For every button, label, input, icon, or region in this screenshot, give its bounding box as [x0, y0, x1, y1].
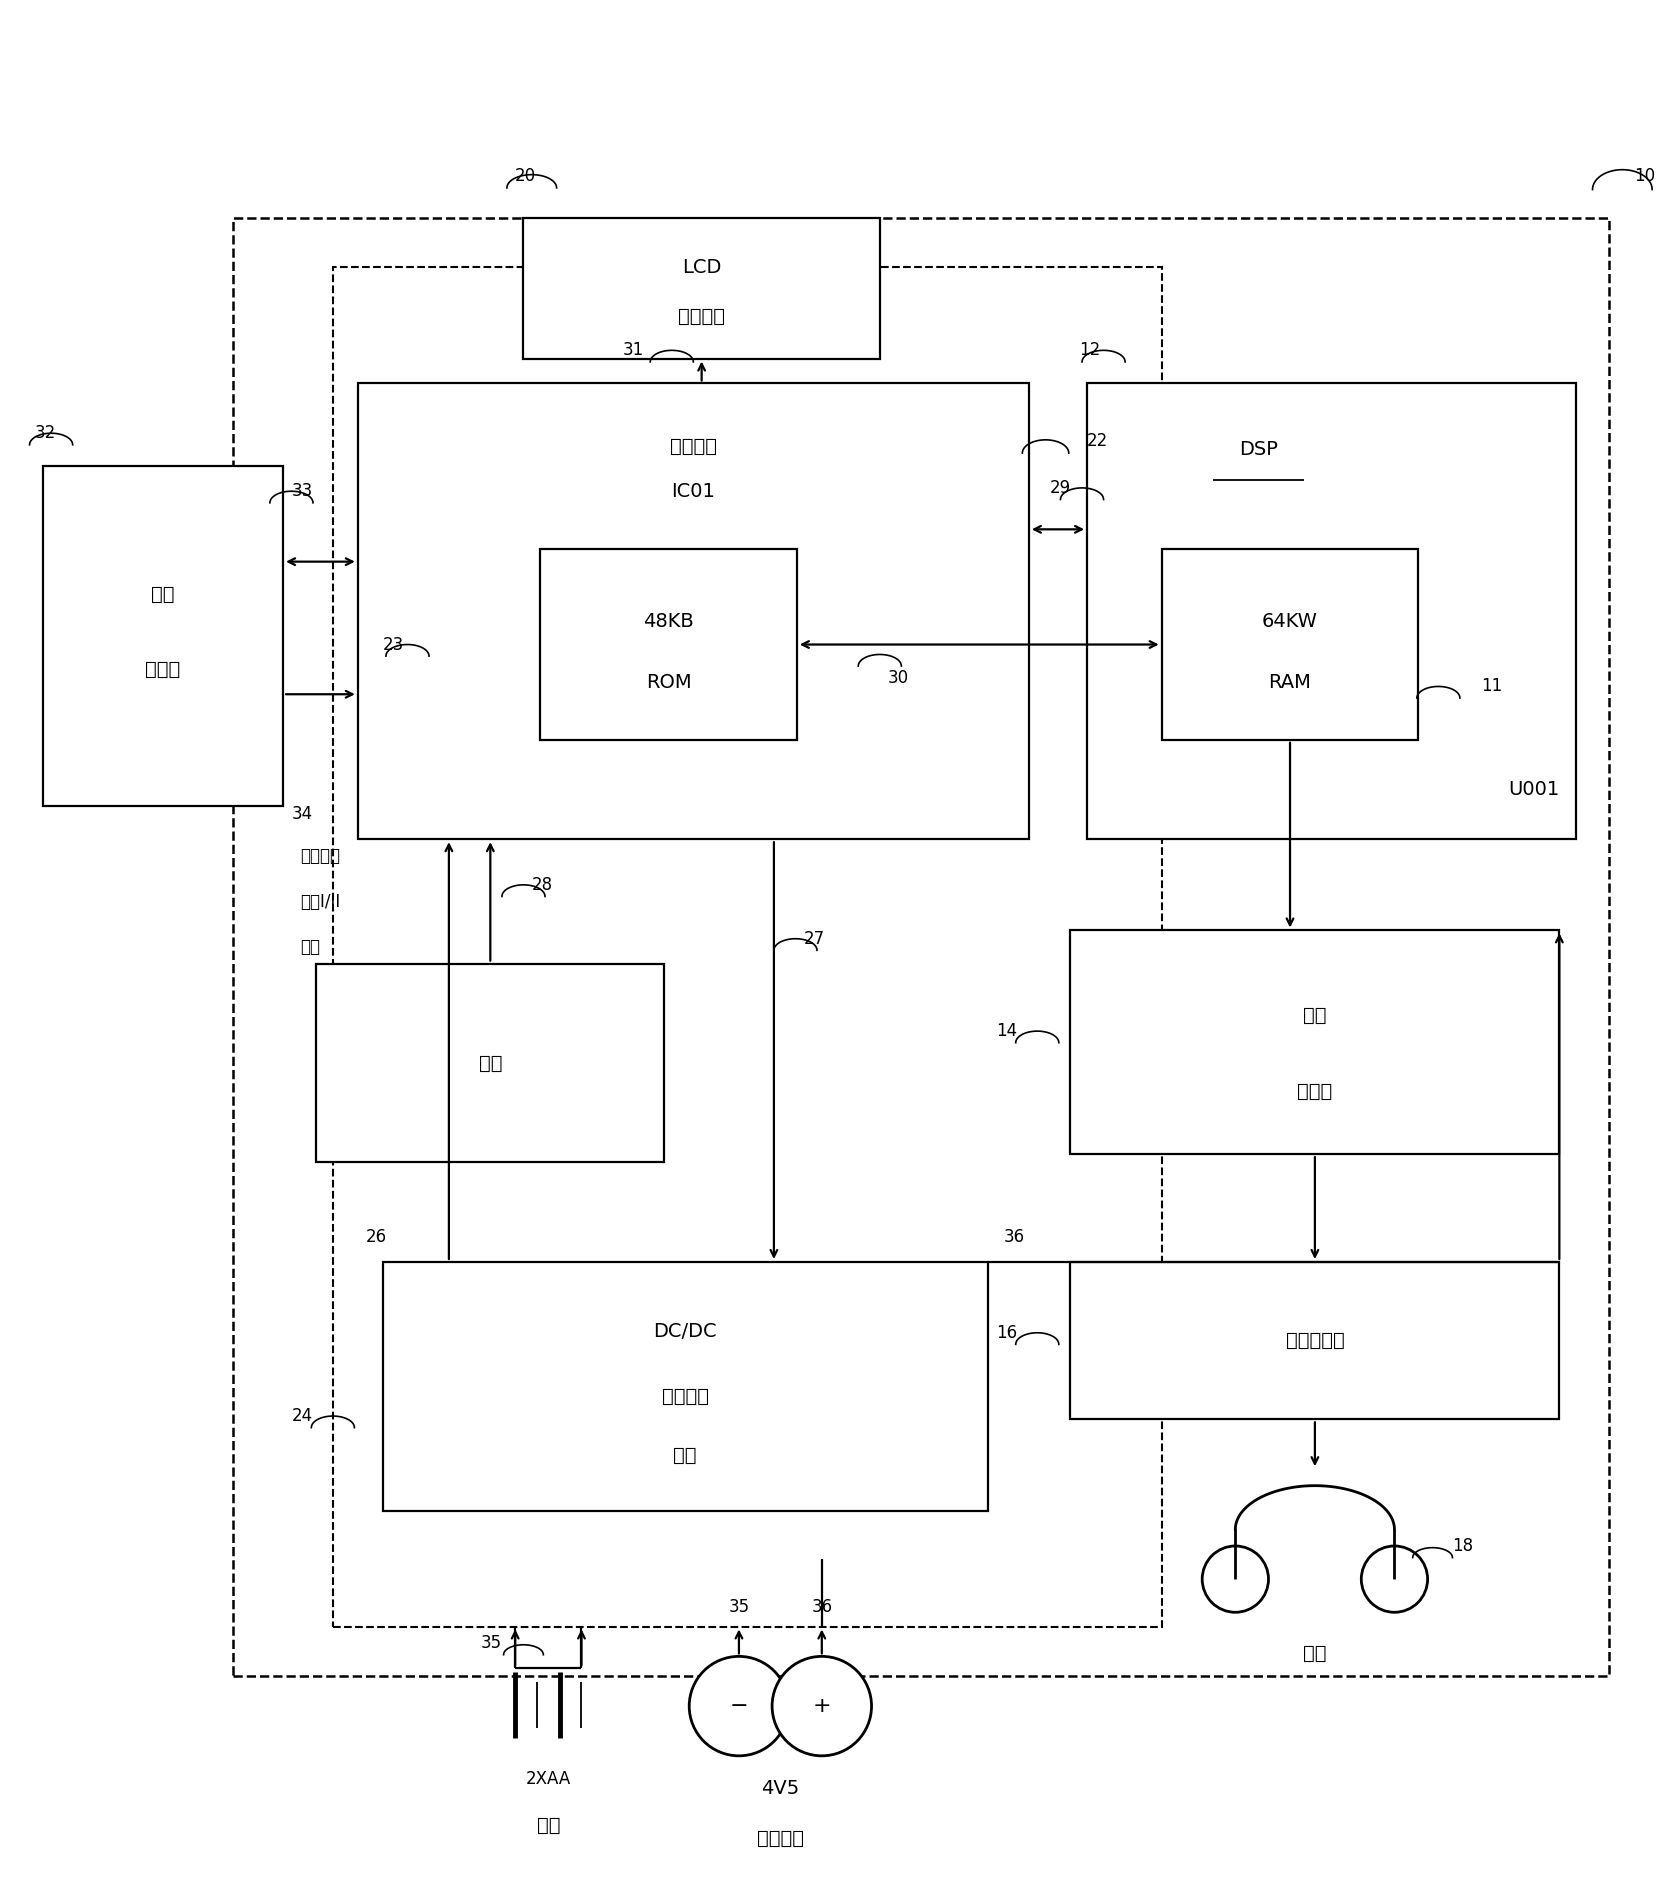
Text: 耳机: 耳机 — [1303, 1644, 1326, 1663]
Text: 35: 35 — [480, 1635, 502, 1652]
Bar — [233, 218, 1609, 1676]
Text: +: + — [813, 1697, 831, 1716]
Text: 直流输入: 直流输入 — [756, 1830, 804, 1849]
Text: 转换器，: 转换器， — [661, 1386, 708, 1405]
Text: 31: 31 — [622, 341, 643, 360]
Text: 紧致: 紧致 — [151, 585, 175, 604]
Text: 27: 27 — [804, 930, 824, 947]
Bar — [524, 218, 879, 358]
Text: 20: 20 — [515, 167, 537, 186]
Text: 26: 26 — [366, 1227, 387, 1246]
Bar — [382, 1261, 987, 1511]
Text: 11: 11 — [1481, 678, 1502, 695]
Bar — [540, 549, 798, 741]
Text: 36: 36 — [811, 1599, 833, 1616]
Bar — [357, 383, 1029, 839]
Text: IC01: IC01 — [671, 481, 715, 500]
Text: DSP: DSP — [1238, 439, 1278, 458]
Circle shape — [690, 1657, 789, 1756]
Text: 23: 23 — [382, 636, 404, 653]
Circle shape — [1202, 1546, 1268, 1612]
Text: 30: 30 — [888, 669, 909, 688]
Text: 转换器: 转换器 — [1298, 1081, 1333, 1100]
Text: 28: 28 — [532, 875, 553, 894]
Text: 12: 12 — [1079, 341, 1100, 360]
Text: 闪存卡: 闪存卡 — [145, 659, 181, 678]
Text: 电源: 电源 — [673, 1447, 696, 1466]
Text: RAM: RAM — [1268, 672, 1311, 691]
Text: 16: 16 — [996, 1324, 1017, 1341]
Text: 14: 14 — [996, 1023, 1017, 1040]
Text: 24: 24 — [291, 1407, 312, 1424]
Text: 接口: 接口 — [299, 938, 319, 956]
Bar — [1070, 930, 1559, 1153]
Circle shape — [1361, 1546, 1428, 1612]
Text: 32: 32 — [35, 424, 57, 441]
Text: −: − — [730, 1697, 748, 1716]
Text: 29: 29 — [1049, 479, 1070, 496]
Text: 微控制器: 微控制器 — [670, 438, 716, 456]
Text: 34: 34 — [291, 805, 312, 824]
Text: 电池: 电池 — [537, 1816, 560, 1835]
Text: 64KW: 64KW — [1261, 612, 1318, 631]
Text: 键盘: 键盘 — [479, 1053, 502, 1072]
Text: DC/DC: DC/DC — [653, 1322, 716, 1341]
Bar — [316, 964, 665, 1163]
Bar — [1070, 1261, 1559, 1419]
Text: 33: 33 — [291, 483, 312, 500]
Text: 18: 18 — [1453, 1538, 1474, 1555]
Text: 10: 10 — [1634, 167, 1655, 186]
Circle shape — [773, 1657, 871, 1756]
Text: 4V5: 4V5 — [761, 1780, 799, 1799]
Text: 2XAA: 2XAA — [525, 1771, 572, 1788]
Bar — [1087, 383, 1576, 839]
Text: 36: 36 — [1004, 1227, 1025, 1246]
Text: 紧致闪速: 紧致闪速 — [299, 847, 339, 866]
Text: 22: 22 — [1087, 432, 1109, 451]
Bar — [1162, 549, 1418, 741]
Text: LCD: LCD — [681, 258, 721, 277]
Text: 48KB: 48KB — [643, 612, 693, 631]
Text: ROM: ROM — [647, 672, 691, 691]
Text: 显示模块: 显示模块 — [678, 307, 725, 326]
Text: 35: 35 — [728, 1599, 750, 1616]
Text: 数模: 数模 — [1303, 1006, 1326, 1025]
Text: 类型I/II: 类型I/II — [299, 894, 341, 911]
Bar — [43, 466, 283, 807]
Bar — [332, 267, 1162, 1627]
Text: 耳机放大器: 耳机放大器 — [1285, 1331, 1345, 1350]
Text: U001: U001 — [1507, 780, 1559, 799]
